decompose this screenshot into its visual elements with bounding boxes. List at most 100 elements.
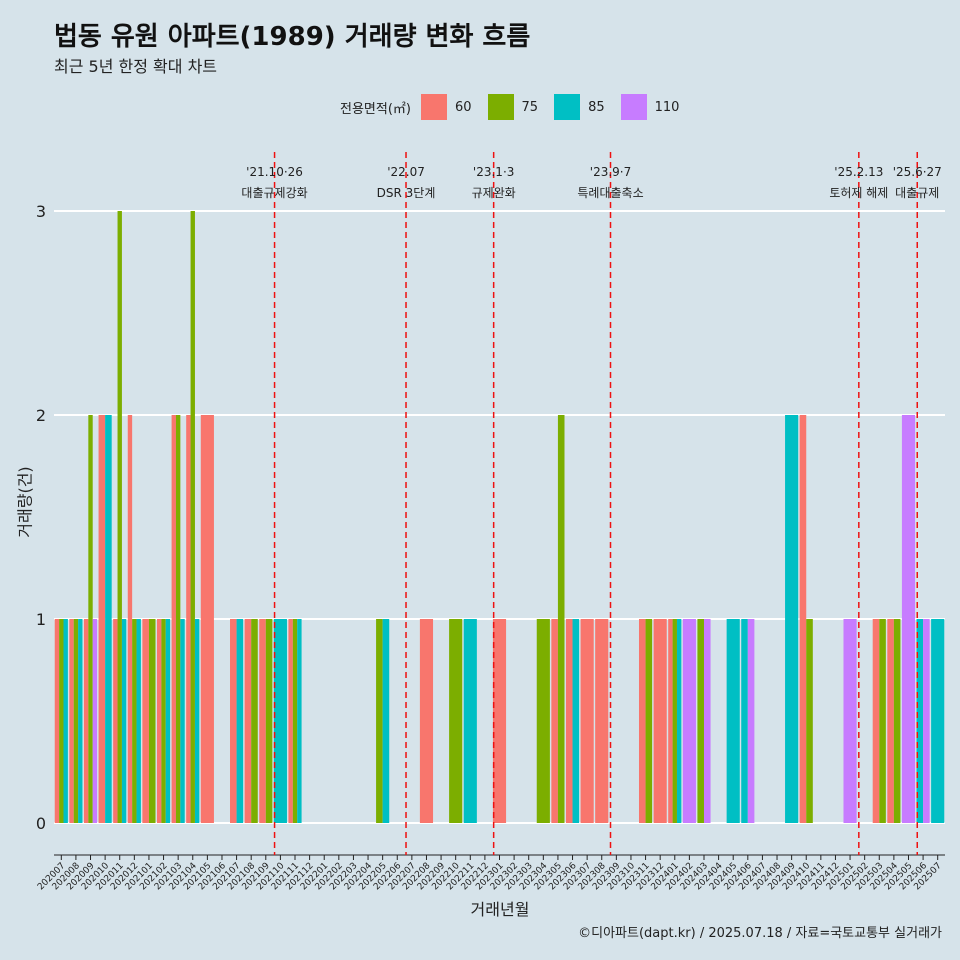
legend: 전용면적(㎡) 60 75 85 110 <box>340 94 695 120</box>
bar-85-202306 <box>572 619 580 823</box>
bar-60-202109 <box>259 619 266 823</box>
bar-60-202008 <box>69 619 74 823</box>
bar-60-202503 <box>872 619 880 823</box>
bar-110-202402 <box>682 619 696 823</box>
bar-110-202506 <box>923 619 930 823</box>
legend-label-110: 110 <box>654 99 680 115</box>
bar-60-202312 <box>653 619 667 823</box>
bar-75-202311 <box>645 619 653 823</box>
bar-75-202305 <box>557 415 565 823</box>
event-date-label: '25.6·27 <box>893 165 942 179</box>
event-name-label: 대출규제강화 <box>241 186 307 200</box>
legend-item-110: 110 <box>620 94 680 120</box>
bar-60-202107 <box>230 619 237 823</box>
bar-85-202405 <box>726 619 740 823</box>
event-name-label: 대출규제 <box>895 186 939 200</box>
bar-60-202301 <box>492 619 507 823</box>
bar-60-202311 <box>638 619 646 823</box>
bar-60-202306 <box>565 619 573 823</box>
bar-60-202111 <box>288 619 293 823</box>
bar-75-202111 <box>292 619 298 823</box>
bar-85-202007 <box>63 619 68 823</box>
y-tick-label: 0 <box>36 814 46 833</box>
bar-75-202403 <box>697 619 704 823</box>
event-date-label: '21.10·26 <box>246 165 303 179</box>
bar-75-202401 <box>672 619 677 823</box>
legend-key-85 <box>554 94 581 120</box>
bar-60-202305 <box>551 619 558 823</box>
legend-item-75: 75 <box>487 94 539 120</box>
y-tick-label: 2 <box>36 406 46 425</box>
bar-60-202108 <box>244 619 252 823</box>
event-date-label: '22.07 <box>387 165 425 179</box>
bar-110-202501 <box>843 619 857 823</box>
bar-75-202011 <box>117 211 122 823</box>
bar-60-202102 <box>156 619 162 823</box>
bar-85-202011 <box>121 619 127 823</box>
bar-85-202012 <box>136 619 141 823</box>
bar-60-202105 <box>200 415 214 823</box>
bar-75-202205 <box>376 619 383 823</box>
legend-key-60 <box>420 94 447 120</box>
bar-75-202101 <box>148 619 156 823</box>
bar-75-202103 <box>175 415 181 823</box>
bar-60-202410 <box>799 415 807 823</box>
bar-75-202109 <box>265 619 273 823</box>
x-axis-label: 거래년월 <box>470 900 530 919</box>
bar-75-202504 <box>893 619 901 823</box>
event-name-label: 특례대출축소 <box>577 186 643 200</box>
bar-75-202007 <box>59 619 64 823</box>
event-name-label: DSR 3단계 <box>377 186 436 200</box>
legend-key-75 <box>487 94 514 120</box>
bar-85-202401 <box>676 619 682 823</box>
bar-75-202304 <box>536 619 550 823</box>
y-axis-label: 거래량(건) <box>15 466 35 538</box>
legend-item-85: 85 <box>554 94 605 120</box>
legend-label-75: 75 <box>521 99 539 115</box>
bar-85-202205 <box>382 619 390 823</box>
bar-85-202008 <box>78 619 83 823</box>
bar-60-202104 <box>186 415 191 823</box>
legend-label-85: 85 <box>588 99 605 115</box>
event-date-label: '25.2.13 <box>834 165 883 179</box>
bar-60-202401 <box>668 619 673 823</box>
bar-75-202108 <box>251 619 258 823</box>
bar-110-202403 <box>703 619 711 823</box>
bar-85-202104 <box>194 619 200 823</box>
bar-60-202009 <box>83 619 89 823</box>
bar-110-202505 <box>901 415 916 823</box>
bar-85-202111 <box>297 619 302 823</box>
legend-label-60: 60 <box>454 99 472 115</box>
bar-60-202208 <box>419 619 434 823</box>
bar-85-202211 <box>463 619 477 823</box>
bar-85-202406 <box>741 619 748 823</box>
bar-75-202210 <box>449 619 463 823</box>
bar-75-202104 <box>190 211 195 823</box>
bar-60-202103 <box>171 415 176 823</box>
event-name-label: 규제완화 <box>472 186 516 200</box>
bar-85-202102 <box>165 619 171 823</box>
bar-85-202107 <box>236 619 244 823</box>
legend-key-110 <box>620 94 647 120</box>
y-tick-label: 3 <box>36 202 46 221</box>
bar-75-202102 <box>161 619 166 823</box>
bar-85-202103 <box>180 619 185 823</box>
legend-item-60: 60 <box>420 94 472 120</box>
bar-60-202307 <box>580 619 594 823</box>
y-tick-label: 1 <box>36 610 46 629</box>
event-name-label: 토허제 해제 <box>829 186 888 200</box>
bar-110-202009 <box>92 619 98 823</box>
bar-60-202012 <box>127 415 133 823</box>
bar-85-202110 <box>273 619 287 823</box>
bar-85-202507 <box>931 619 945 823</box>
source-caption: ©디아파트(dapt.kr) / 2025.07.18 / 자료=국토교통부 실… <box>578 926 942 941</box>
bar-60-202007 <box>54 619 60 823</box>
bar-60-202101 <box>142 619 149 823</box>
bar-60-202011 <box>113 619 118 823</box>
chart-subtitle: 최근 5년 한정 확대 차트 <box>54 57 218 76</box>
bar-85-202506 <box>916 619 924 823</box>
bar-85-202010 <box>105 415 112 823</box>
bar-75-202410 <box>806 619 813 823</box>
bar-75-202009 <box>88 415 93 823</box>
legend-title: 전용면적(㎡) <box>340 101 411 117</box>
